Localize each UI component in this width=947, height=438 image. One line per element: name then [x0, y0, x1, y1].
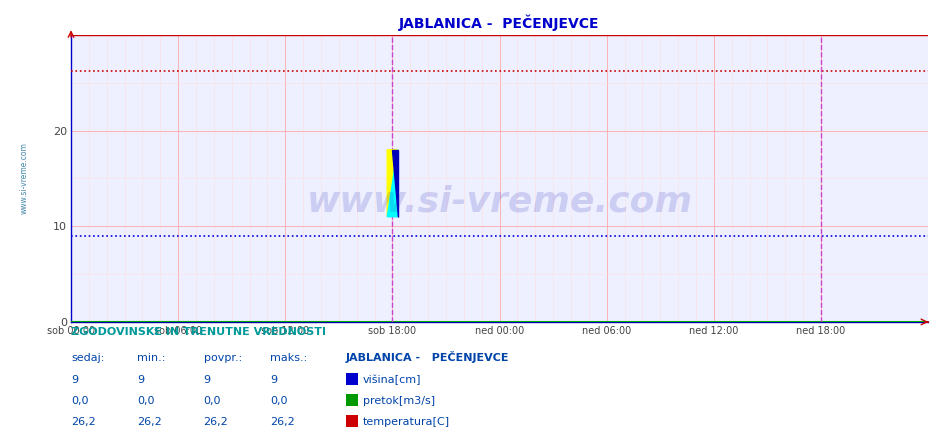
Text: 26,2: 26,2	[204, 417, 228, 427]
Text: min.:: min.:	[137, 353, 166, 364]
Text: 0,0: 0,0	[204, 396, 221, 406]
Text: 26,2: 26,2	[71, 417, 96, 427]
Text: ZGODOVINSKE IN TRENUTNE VREDNOSTI: ZGODOVINSKE IN TRENUTNE VREDNOSTI	[71, 327, 326, 337]
Text: maks.:: maks.:	[270, 353, 307, 364]
Text: www.si-vreme.com: www.si-vreme.com	[19, 142, 28, 215]
Text: 0,0: 0,0	[137, 396, 154, 406]
Polygon shape	[387, 150, 398, 217]
Text: pretok[m3/s]: pretok[m3/s]	[363, 396, 435, 406]
Text: povpr.:: povpr.:	[204, 353, 241, 364]
Polygon shape	[387, 150, 398, 217]
Text: 26,2: 26,2	[270, 417, 295, 427]
Title: JABLANICA -  PEČENJEVCE: JABLANICA - PEČENJEVCE	[400, 14, 599, 31]
Text: višina[cm]: višina[cm]	[363, 375, 421, 385]
Text: JABLANICA -   PEČENJEVCE: JABLANICA - PEČENJEVCE	[346, 351, 509, 364]
Text: 9: 9	[204, 375, 211, 385]
Text: 9: 9	[270, 375, 277, 385]
Text: temperatura[C]: temperatura[C]	[363, 417, 450, 427]
Text: 9: 9	[71, 375, 79, 385]
Text: 0,0: 0,0	[270, 396, 287, 406]
Text: 0,0: 0,0	[71, 396, 88, 406]
Text: 26,2: 26,2	[137, 417, 162, 427]
Text: 9: 9	[137, 375, 145, 385]
Text: sedaj:: sedaj:	[71, 353, 104, 364]
Polygon shape	[392, 150, 398, 217]
Text: www.si-vreme.com: www.si-vreme.com	[307, 184, 692, 219]
